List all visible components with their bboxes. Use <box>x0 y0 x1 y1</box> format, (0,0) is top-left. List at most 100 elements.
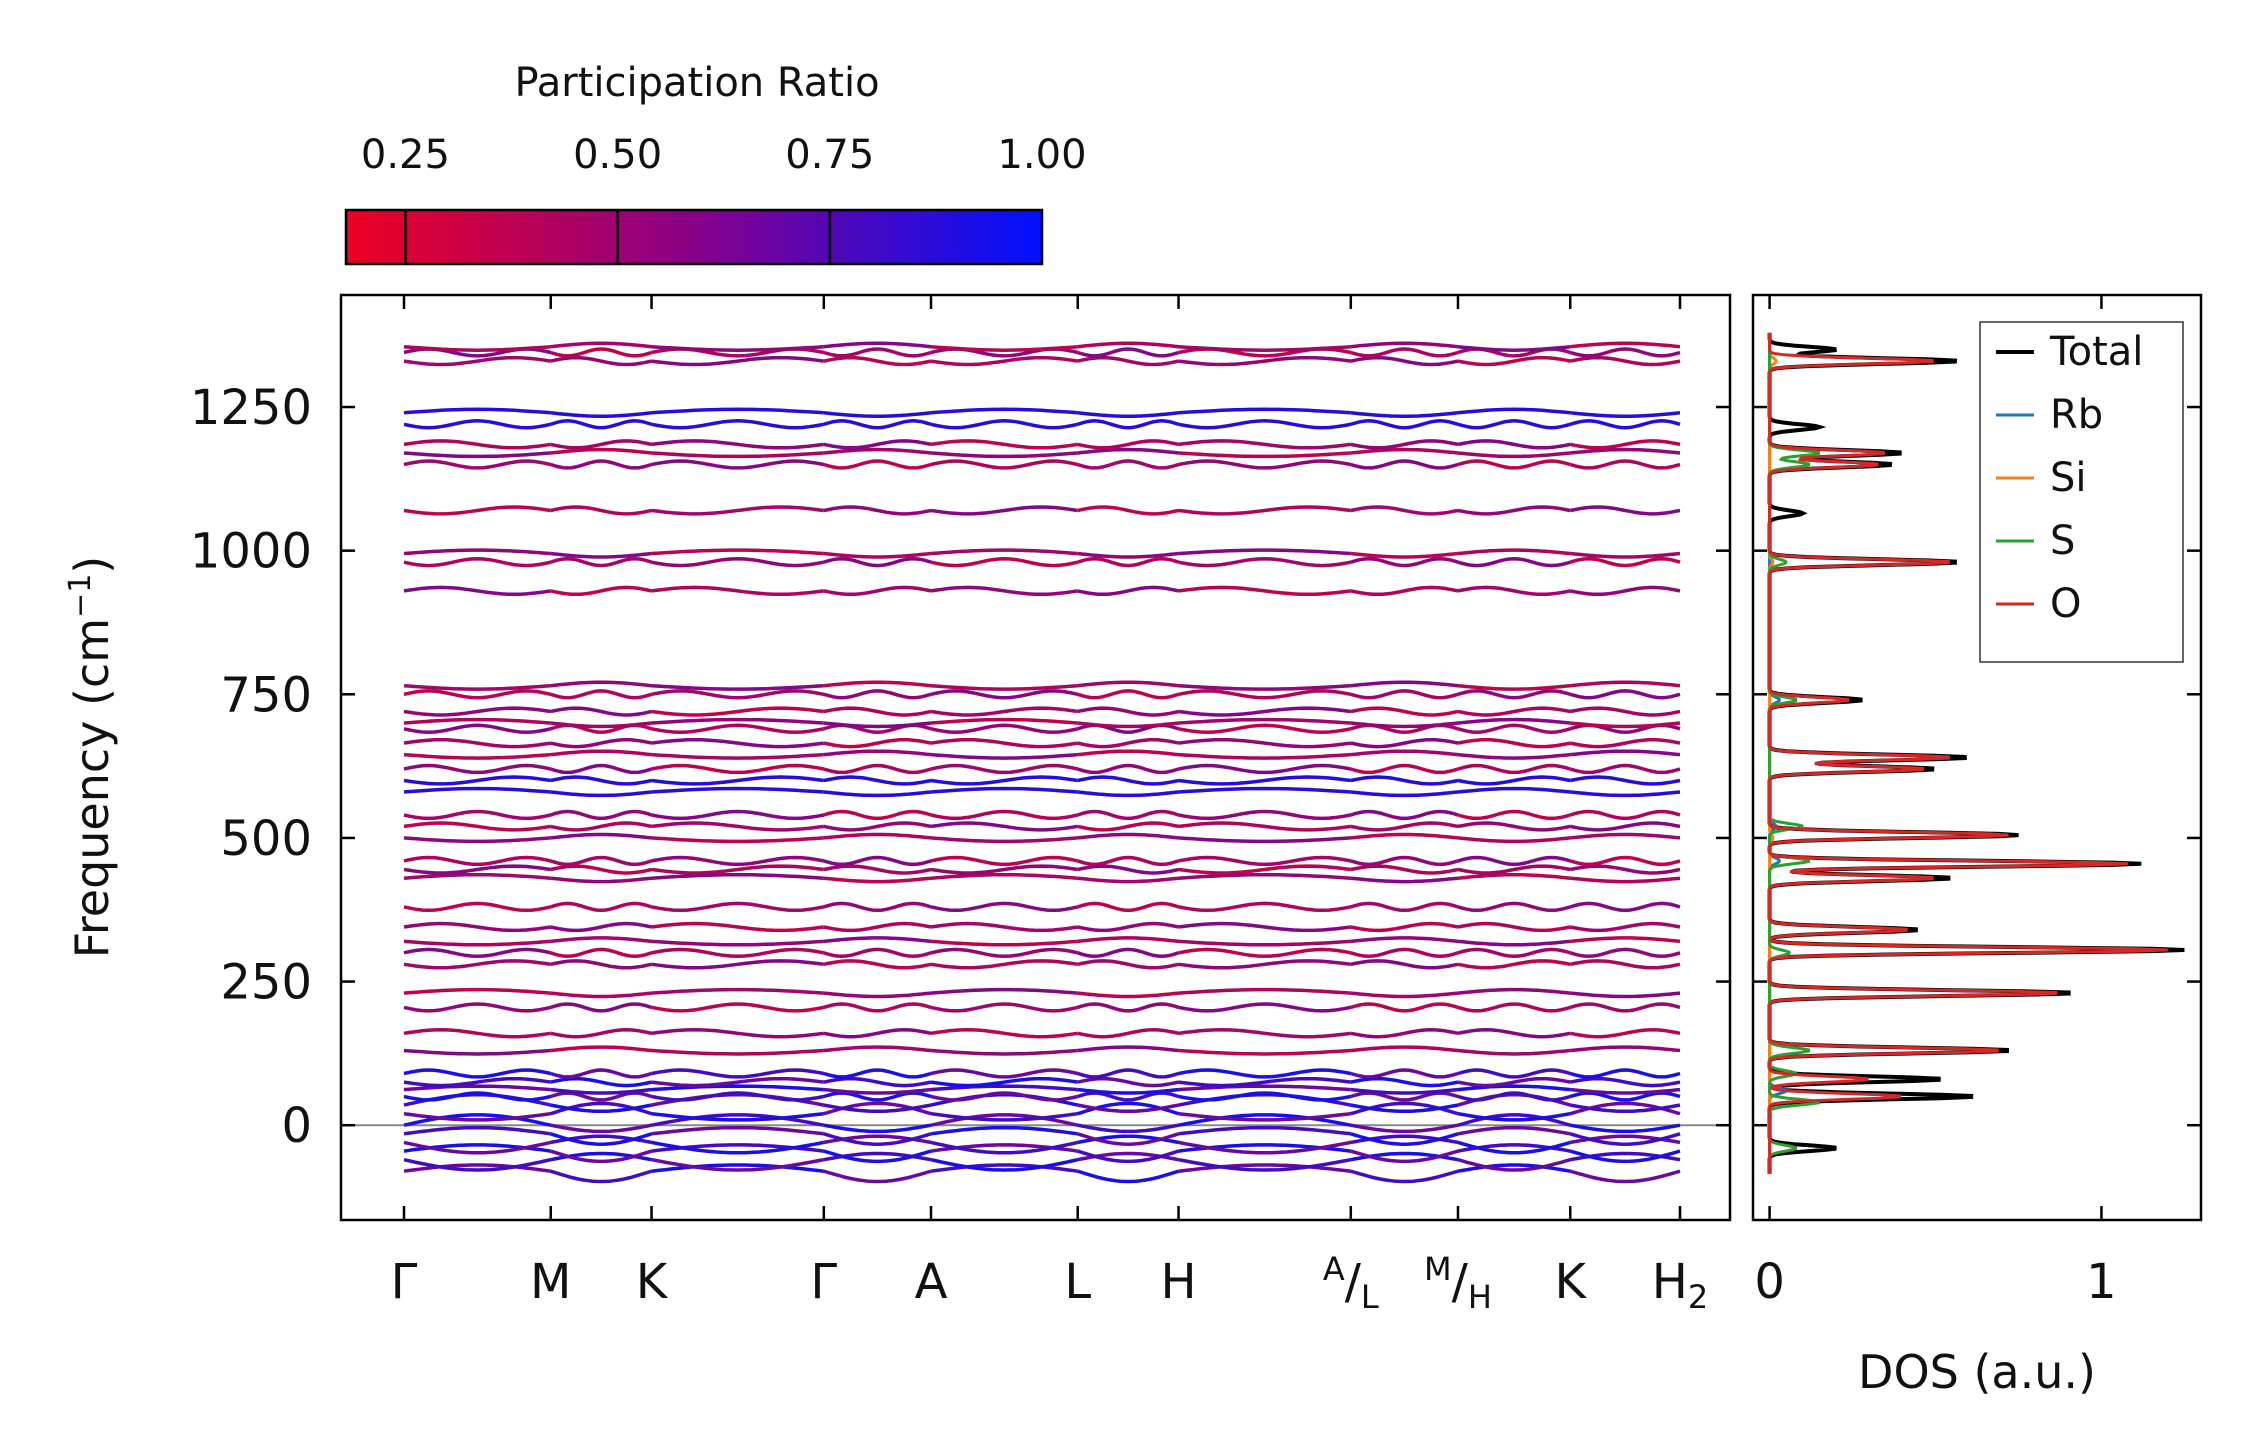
band-line <box>403 1091 552 1102</box>
band-line <box>1350 790 1459 798</box>
band-line <box>823 721 932 729</box>
band-line <box>1077 689 1180 700</box>
band-line <box>1077 936 1179 944</box>
band-line <box>550 921 652 933</box>
band-line <box>1570 790 1681 798</box>
band-line <box>823 832 932 840</box>
band-line <box>1457 1048 1571 1056</box>
band-line <box>930 809 1079 821</box>
band-line <box>1077 1123 1179 1134</box>
band-line <box>1569 737 1681 749</box>
band-line <box>1457 548 1571 556</box>
band-line <box>930 947 1079 959</box>
band-line <box>550 936 652 944</box>
band-line <box>651 451 824 459</box>
band-line <box>823 585 932 597</box>
band-line <box>403 1048 551 1056</box>
band-line <box>930 419 1079 430</box>
band-line <box>1569 901 1681 913</box>
band-line <box>1350 447 1459 455</box>
band-line <box>930 1076 1078 1088</box>
band-line <box>930 821 1078 832</box>
band-line <box>651 419 825 430</box>
band-line <box>1077 447 1179 455</box>
band-line <box>1457 921 1571 933</box>
legend-label: O <box>2050 581 2081 627</box>
band-line <box>1178 939 1351 947</box>
band-line <box>651 737 825 749</box>
band-line <box>651 344 824 352</box>
band-line <box>823 1123 932 1134</box>
band-line <box>1077 1028 1179 1039</box>
band-line <box>823 556 932 568</box>
band-line <box>651 901 825 913</box>
colorbar-title: Participation Ratio <box>514 60 879 106</box>
band-line <box>1077 775 1179 786</box>
band-line <box>823 864 932 875</box>
band-line <box>930 683 1078 691</box>
band-line <box>1457 1111 1571 1122</box>
band-line <box>1457 855 1571 867</box>
band-line <box>1569 1123 1681 1134</box>
band-line <box>651 763 825 775</box>
band-line <box>1570 341 1681 349</box>
kpoint-label: Γ <box>391 1254 418 1310</box>
band-line <box>1178 439 1352 450</box>
band-line <box>1350 1087 1459 1095</box>
band-line <box>1077 419 1180 430</box>
band-line <box>1077 347 1180 358</box>
band-line <box>1457 1158 1571 1172</box>
band-line <box>1570 447 1681 455</box>
band-line <box>1350 1169 1459 1184</box>
band-line <box>930 921 1078 933</box>
band-line <box>403 1163 551 1173</box>
band-line <box>550 419 653 430</box>
band-line <box>1457 355 1571 367</box>
band-line <box>930 344 1078 352</box>
band-line <box>930 1113 1079 1127</box>
band-line <box>1077 505 1179 516</box>
legend-label: S <box>2050 518 2075 564</box>
band-line <box>1457 439 1571 450</box>
band-line <box>1350 1028 1459 1039</box>
band-line <box>823 1002 932 1013</box>
band-line <box>1350 1068 1459 1079</box>
band-line <box>1457 1113 1571 1127</box>
colorbar-tick-label: 0.75 <box>785 132 874 178</box>
band-line <box>930 836 1078 844</box>
band-line <box>403 451 551 459</box>
band-line <box>1350 556 1459 568</box>
band-line <box>930 763 1079 775</box>
band-line <box>651 1091 825 1102</box>
band-line <box>930 1125 1078 1136</box>
band-line <box>1178 737 1352 749</box>
band-line <box>1077 876 1179 884</box>
band-line <box>823 1087 932 1095</box>
band-line <box>1457 786 1571 794</box>
band-line <box>1178 344 1351 352</box>
band-line <box>1077 439 1179 450</box>
band-line <box>1077 959 1179 970</box>
band-line <box>1350 1132 1459 1146</box>
band-line <box>1457 1084 1571 1092</box>
band-line <box>403 1084 551 1092</box>
band-line <box>403 1113 552 1127</box>
band-line <box>930 585 1078 597</box>
band-line <box>1457 706 1571 717</box>
band-line <box>403 689 552 700</box>
band-line <box>403 901 552 913</box>
band-line <box>651 1163 824 1173</box>
kpoint-label: A/L <box>1323 1250 1379 1316</box>
band-line <box>651 439 825 450</box>
band-line <box>1457 872 1571 880</box>
band-line <box>930 1111 1078 1122</box>
kpoint-label: Γ <box>810 1254 837 1310</box>
band-line <box>1350 1045 1459 1053</box>
band-line <box>1350 864 1459 875</box>
kpoint-label: M <box>530 1254 571 1310</box>
band-line <box>1350 411 1459 418</box>
band-line <box>1457 407 1571 415</box>
band-line <box>550 411 652 418</box>
band-line <box>651 1113 825 1127</box>
band-line <box>550 1002 653 1013</box>
